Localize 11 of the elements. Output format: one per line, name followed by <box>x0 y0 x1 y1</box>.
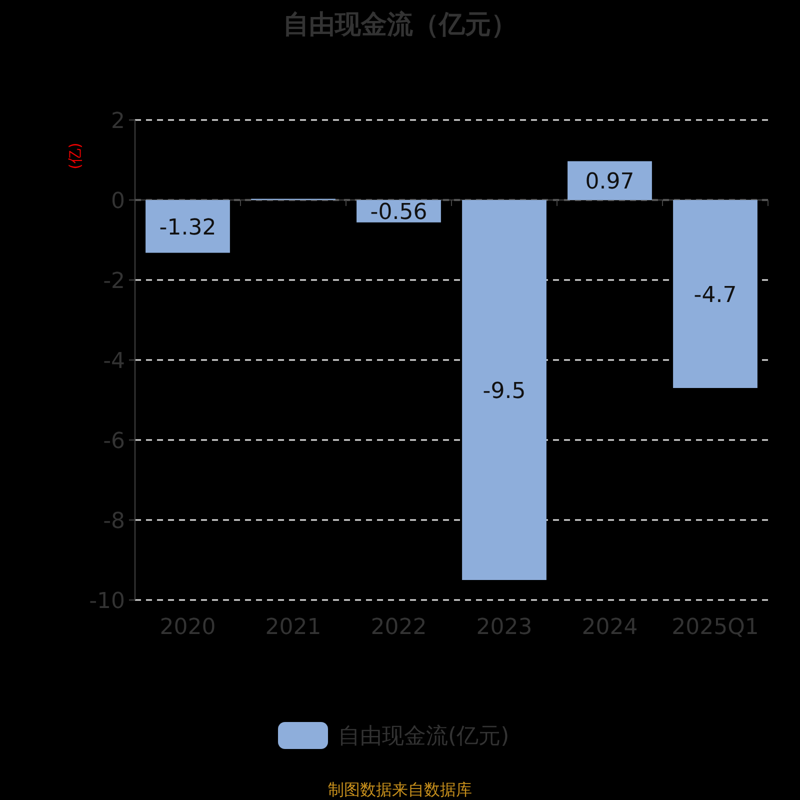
text: -0.56 <box>370 200 428 226</box>
text: 0.97 <box>585 170 634 195</box>
bar <box>568 161 652 200</box>
text: -4.7 <box>694 283 737 308</box>
text: 制图数据来自数据库 <box>328 780 472 799</box>
text: -9.5 <box>482 379 526 404</box>
bar <box>673 200 758 388</box>
text: -1.32 <box>159 215 216 240</box>
bar <box>462 200 546 580</box>
y-axis-title: (亿) <box>66 142 84 170</box>
bar <box>146 200 230 253</box>
